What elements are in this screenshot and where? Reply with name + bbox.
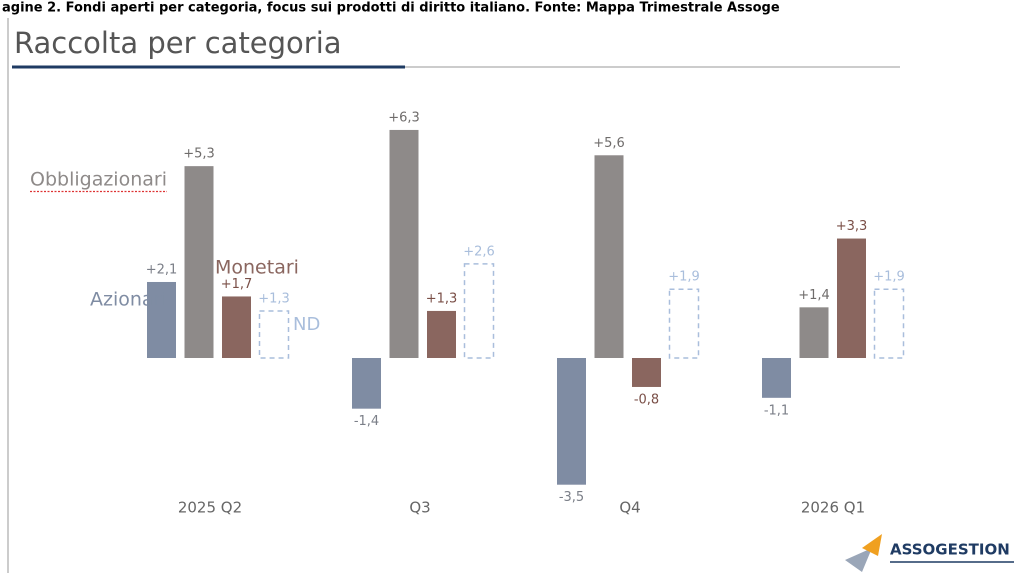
- value-label: -0,8: [634, 392, 659, 407]
- value-label: +2,6: [463, 244, 495, 259]
- value-label: -3,5: [559, 490, 584, 505]
- chart-title: Raccolta per categoria: [14, 26, 342, 60]
- bar: [463, 263, 495, 359]
- value-label: +1,7: [221, 277, 253, 292]
- x-tick-label: 2026 Q1: [801, 499, 865, 517]
- bar: [147, 281, 176, 358]
- bar: [799, 307, 829, 358]
- value-label: -1,1: [764, 403, 789, 418]
- bar: [668, 288, 700, 359]
- caption: agine 2. Fondi aperti per categoria, foc…: [2, 1, 780, 16]
- bar: [837, 238, 866, 358]
- x-tick-label: 2025 Q2: [178, 499, 242, 517]
- legend-label: Monetari: [215, 257, 299, 279]
- value-label: -1,4: [354, 414, 379, 429]
- value-label: +6,3: [388, 110, 420, 125]
- value-label: +1,9: [668, 270, 700, 285]
- bar: [389, 129, 419, 358]
- bar: [184, 166, 214, 358]
- x-tick-label: Q4: [619, 499, 640, 517]
- bar: [427, 310, 456, 358]
- value-label: +1,3: [426, 291, 458, 306]
- value-label: +1,9: [873, 270, 905, 285]
- bar: [222, 296, 251, 358]
- value-label: +5,3: [183, 147, 215, 162]
- logo-text: ASSOGESTION: [890, 541, 1010, 559]
- legend-label: Azionari: [90, 289, 167, 311]
- bar: [258, 310, 290, 359]
- value-label: +3,3: [836, 219, 868, 234]
- bar: [762, 358, 791, 398]
- bar: [873, 288, 905, 359]
- x-tick-label: Q3: [409, 499, 430, 517]
- logo: ASSOGESTION: [845, 534, 1014, 572]
- value-label: +2,1: [146, 262, 178, 277]
- bar: [352, 358, 381, 409]
- bar: [594, 155, 624, 358]
- bar: [557, 358, 586, 485]
- value-label: +5,6: [593, 136, 625, 151]
- value-label: +1,4: [798, 288, 830, 303]
- legend-label: Obbligazionari: [30, 169, 167, 191]
- value-label: +1,3: [258, 291, 290, 306]
- legend-label: ND: [293, 314, 320, 335]
- bar: [632, 358, 661, 387]
